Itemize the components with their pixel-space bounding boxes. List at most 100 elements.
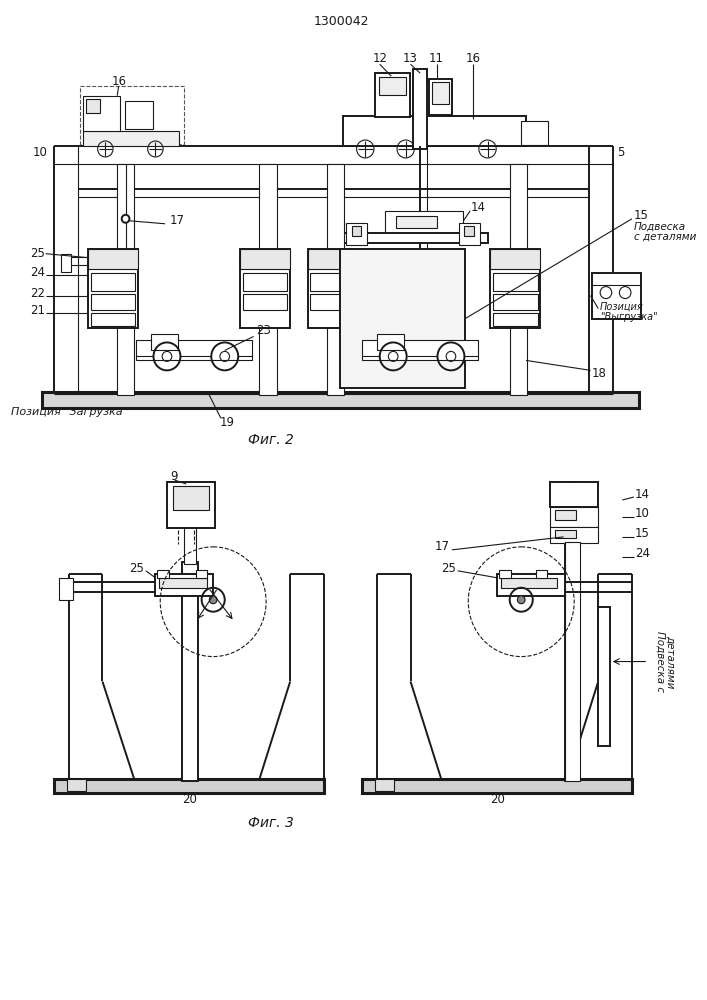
Bar [308, 249, 358, 328]
Bar [91, 273, 135, 291]
Bar [327, 164, 344, 395]
Circle shape [122, 215, 129, 223]
Text: с деталями: с деталями [634, 232, 696, 242]
Bar [550, 507, 598, 527]
Bar [54, 779, 324, 793]
Bar [497, 574, 565, 596]
Text: 10: 10 [635, 507, 650, 520]
Bar [67, 779, 86, 791]
Bar [592, 273, 641, 319]
Bar [243, 294, 287, 310]
Circle shape [209, 596, 217, 604]
Text: деталями: деталями [665, 635, 675, 688]
Text: Фиг. 2: Фиг. 2 [248, 433, 294, 447]
Text: Позиция "Загрузка": Позиция "Загрузка" [11, 407, 128, 417]
Bar [499, 570, 510, 578]
Bar [310, 273, 355, 291]
Bar [598, 607, 609, 746]
Bar [91, 313, 135, 326]
Bar [501, 578, 557, 588]
Text: 16: 16 [466, 52, 481, 65]
Text: 25: 25 [441, 562, 456, 575]
Text: 11: 11 [429, 52, 444, 65]
Text: "Выгрузка": "Выгрузка" [600, 312, 658, 322]
Text: 16: 16 [111, 75, 127, 88]
Text: 24: 24 [30, 266, 45, 279]
Text: 18: 18 [592, 367, 607, 380]
Bar [167, 482, 215, 528]
Bar [493, 313, 537, 326]
Bar [86, 99, 100, 113]
Bar [493, 294, 537, 310]
Bar [396, 216, 436, 228]
Text: 10: 10 [33, 146, 47, 159]
Text: 23: 23 [257, 324, 271, 337]
Text: Подвеска: Подвеска [634, 222, 686, 232]
Bar [377, 334, 404, 350]
Bar [159, 578, 207, 588]
Text: 1300042: 1300042 [313, 15, 369, 28]
Bar [83, 96, 119, 131]
Text: 17: 17 [170, 214, 185, 227]
Bar [240, 249, 290, 269]
Bar [550, 527, 598, 543]
Bar [385, 211, 464, 233]
Bar [88, 249, 138, 328]
Circle shape [518, 596, 525, 604]
Text: 15: 15 [635, 527, 650, 540]
Bar [240, 249, 290, 328]
Bar [346, 223, 367, 245]
Bar [379, 77, 406, 95]
Bar [158, 570, 169, 578]
Bar [340, 249, 465, 388]
Bar [156, 574, 214, 596]
Text: 20: 20 [490, 793, 505, 806]
Bar [117, 164, 134, 395]
Bar [464, 226, 474, 236]
Bar [124, 101, 153, 129]
Bar [363, 779, 632, 793]
Bar [91, 294, 135, 310]
Bar [136, 340, 252, 360]
Text: 12: 12 [372, 52, 387, 65]
Bar [42, 392, 638, 408]
Bar [196, 570, 207, 578]
Bar [182, 562, 198, 781]
Bar [555, 510, 576, 520]
Text: 15: 15 [634, 209, 649, 222]
Bar [565, 542, 580, 781]
Bar [375, 779, 394, 791]
Text: Позиция: Позиция [600, 302, 644, 312]
Text: 19: 19 [220, 416, 235, 429]
Bar [432, 82, 449, 104]
Text: 13: 13 [403, 52, 418, 65]
Text: 5: 5 [617, 146, 625, 159]
Bar [88, 249, 138, 269]
Bar [550, 482, 598, 507]
Text: Подвеска с: Подвеска с [656, 631, 666, 692]
Bar [83, 131, 180, 146]
Bar [352, 226, 361, 236]
Bar [173, 486, 209, 510]
Text: 14: 14 [635, 488, 650, 501]
Text: Фиг. 3: Фиг. 3 [248, 816, 294, 830]
Bar [343, 233, 488, 243]
Text: 17: 17 [435, 540, 450, 553]
Bar [555, 530, 576, 538]
Bar [510, 164, 527, 395]
Bar [59, 578, 73, 600]
Bar [243, 273, 287, 291]
Bar [491, 249, 540, 269]
Bar [343, 116, 526, 146]
Bar [259, 164, 276, 395]
Bar [375, 73, 409, 117]
Bar [81, 86, 185, 144]
Bar [536, 570, 547, 578]
Text: 20: 20 [182, 793, 197, 806]
Bar [491, 249, 540, 328]
Text: 25: 25 [129, 562, 144, 575]
Bar [493, 273, 537, 291]
Text: 14: 14 [470, 201, 485, 214]
Bar [414, 69, 427, 149]
Bar [151, 334, 177, 350]
